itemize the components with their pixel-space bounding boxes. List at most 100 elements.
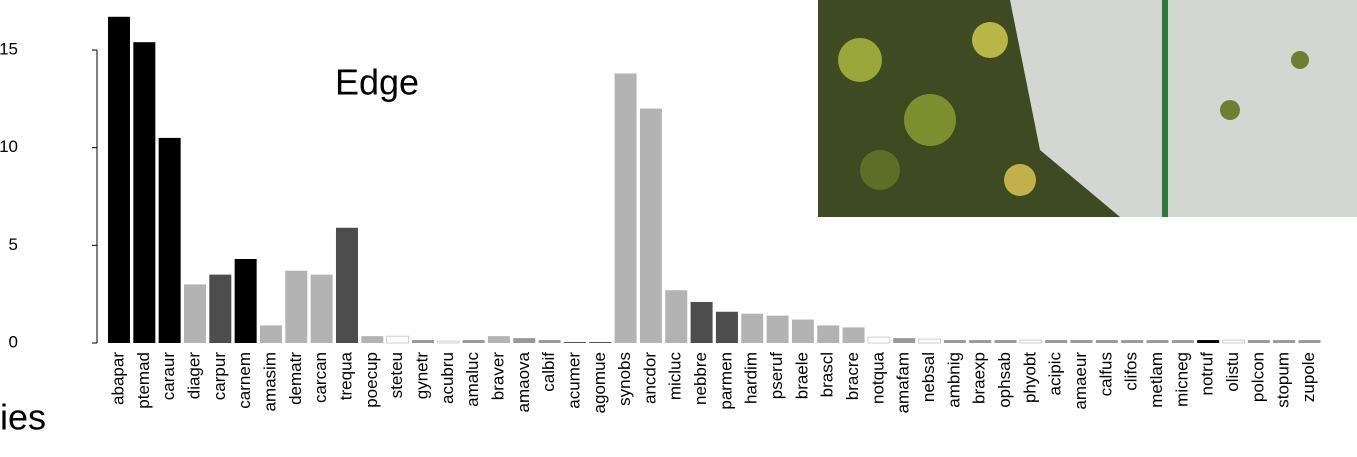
bar	[665, 290, 688, 343]
x-tick-label: micluc	[666, 352, 685, 401]
x-tick-label: carcan	[311, 352, 330, 403]
x-tick-label: agomue	[590, 352, 609, 413]
x-tick-label: diager	[184, 352, 203, 400]
x-tick-label: dematr	[286, 352, 305, 405]
x-tick-label: notqua	[868, 351, 887, 404]
x-tick-label: carnem	[235, 352, 254, 409]
x-tick-label: braele	[792, 352, 811, 399]
x-tick-label: nebbre	[691, 352, 710, 405]
x-tick-label: polcon	[1248, 352, 1267, 402]
bar	[918, 338, 941, 344]
x-tick-label: calfus	[1096, 352, 1115, 396]
bar	[1197, 340, 1220, 343]
bar	[335, 227, 358, 343]
bar	[133, 42, 156, 343]
bar	[589, 342, 612, 343]
x-tick-label: braexp	[970, 352, 989, 404]
x-tick-label: notruf	[1198, 352, 1217, 396]
bar	[361, 336, 384, 343]
x-tick-label: amafam	[894, 352, 913, 413]
x-tick-label: ambnig	[944, 352, 963, 408]
bar	[183, 284, 206, 343]
x-tick-label: braver	[488, 352, 507, 401]
x-tick-label: zupole	[1299, 352, 1318, 402]
bar	[1298, 340, 1321, 343]
y-tick-label: 10	[0, 137, 18, 156]
x-tick-label: abapar	[108, 352, 127, 405]
bar	[791, 319, 814, 343]
bar	[158, 137, 181, 343]
x-tick-label: synobs	[615, 352, 634, 406]
bar	[1222, 339, 1245, 344]
y-tick-label: 15	[0, 39, 18, 58]
x-tick-label: amaluc	[463, 352, 482, 407]
bar	[639, 108, 662, 343]
bar	[766, 315, 789, 343]
y-tick-label: 5	[9, 235, 18, 254]
bar	[1247, 340, 1270, 343]
bar	[741, 313, 764, 343]
bar	[1070, 340, 1093, 343]
bar	[411, 340, 434, 343]
x-tick-label: acumer	[564, 352, 583, 409]
x-tick-label: acubru	[438, 352, 457, 404]
bar	[285, 270, 308, 343]
bar	[893, 338, 916, 343]
x-tick-label: acipic	[1046, 352, 1065, 396]
bar	[690, 301, 713, 343]
bar	[1171, 340, 1194, 343]
x-tick-label: caraur	[159, 352, 178, 401]
x-tick-label: stopum	[1274, 352, 1293, 408]
bar	[513, 338, 536, 343]
bar	[715, 311, 738, 343]
bar	[994, 340, 1017, 343]
x-tick-label: calbif	[539, 352, 558, 392]
bar	[1095, 340, 1118, 343]
x-tick-label: amaova	[514, 351, 533, 412]
bar	[108, 16, 130, 343]
x-tick-label: gynetr	[412, 352, 431, 400]
x-tick-label: ophsab	[995, 352, 1014, 408]
bar	[817, 325, 840, 343]
axis-label: ies	[0, 397, 46, 438]
x-tick-label: steteu	[387, 352, 406, 398]
bar	[943, 340, 966, 343]
x-tick-label: carpur	[210, 352, 229, 401]
bar	[842, 327, 865, 343]
y-tick-label: 0	[9, 332, 18, 351]
bar	[209, 274, 232, 343]
bar	[563, 342, 586, 343]
x-tick-label: brascl	[818, 352, 837, 397]
bar	[969, 340, 992, 343]
x-tick-label: ancdor	[640, 352, 659, 404]
x-tick-label: parmen	[716, 352, 735, 410]
bar	[1019, 339, 1043, 344]
bar	[259, 325, 282, 343]
x-tick-label: phyobt	[1020, 352, 1039, 403]
annotation: Edge	[335, 62, 419, 103]
x-tick-label: metlam	[1147, 352, 1166, 408]
x-tick-label: ptemad	[134, 352, 153, 409]
x-tick-label: pseruf	[767, 352, 786, 400]
bar	[1121, 340, 1144, 343]
bar	[436, 340, 460, 344]
x-tick-label: clifos	[1122, 352, 1141, 391]
bar	[386, 335, 409, 344]
x-tick-label: trequa	[336, 351, 355, 400]
bar	[614, 73, 637, 343]
x-tick-label: hardim	[742, 352, 761, 404]
x-tick-label: olistu	[1223, 352, 1242, 392]
bar	[1273, 340, 1296, 343]
bar	[487, 336, 510, 343]
bar	[867, 336, 891, 344]
bar	[1146, 340, 1169, 343]
x-tick-label: amasim	[260, 352, 279, 412]
x-tick-label: micneg	[1172, 352, 1191, 407]
x-tick-label: amaeur	[1071, 352, 1090, 410]
bar	[234, 259, 257, 343]
x-tick-label: nebsal	[919, 352, 938, 402]
bar	[538, 340, 561, 343]
bar	[310, 274, 333, 343]
bar	[1045, 340, 1068, 343]
